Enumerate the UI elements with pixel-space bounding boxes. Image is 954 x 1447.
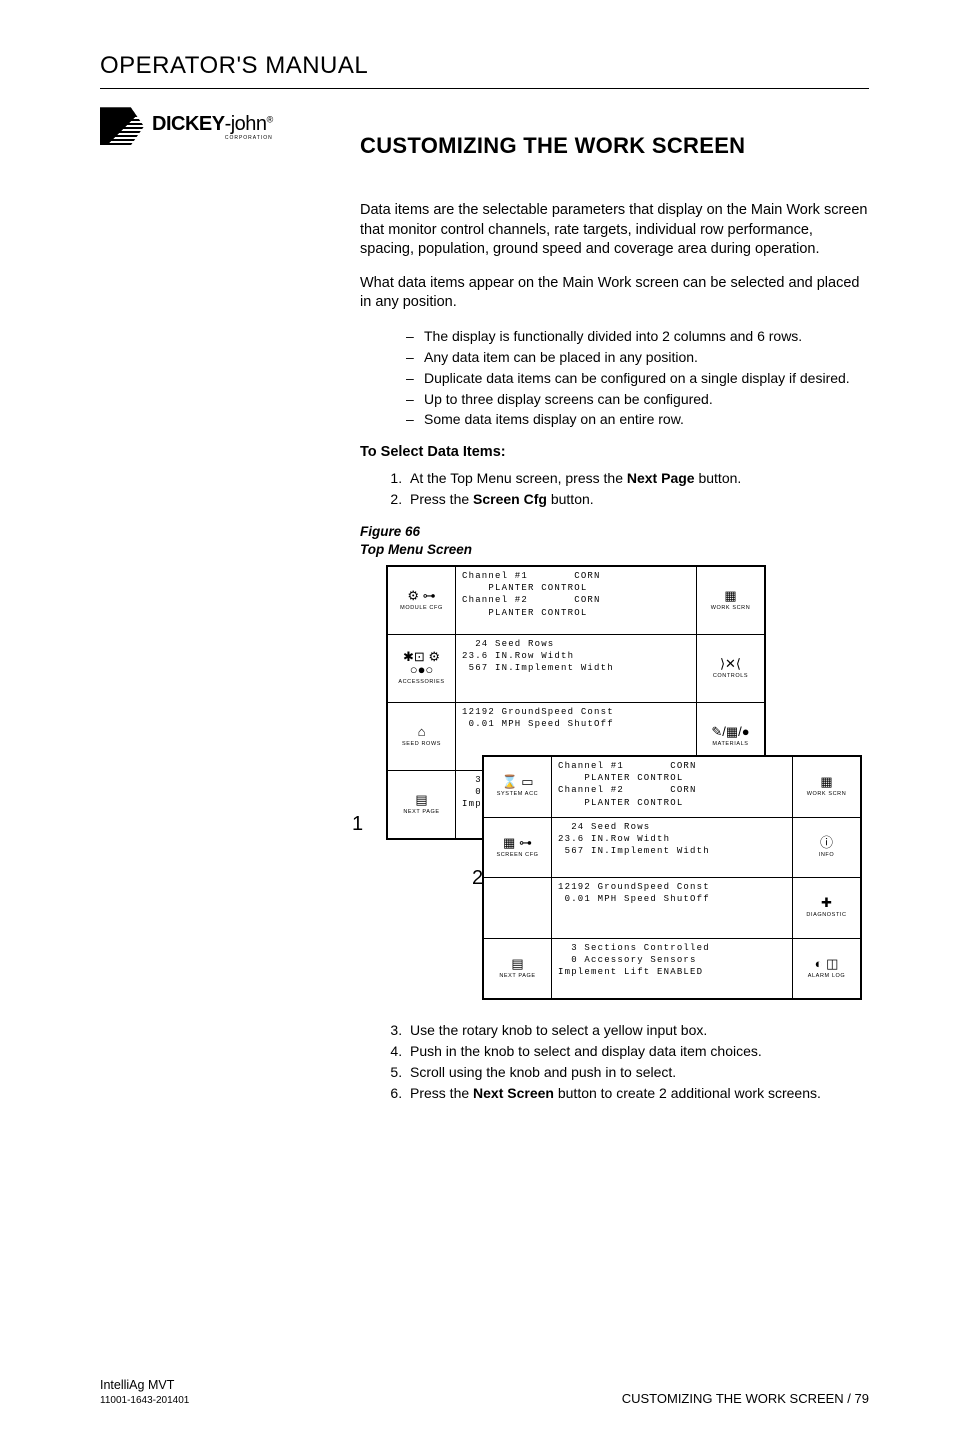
figure-number: Figure 66 xyxy=(360,523,869,541)
btn-system-acc[interactable]: ⌛ ▭SYSTEM ACC xyxy=(484,757,551,818)
btn-alarm-log[interactable]: ◐ ◫ALARM LOG xyxy=(793,939,860,999)
screen-cfg-icon: ▦ ⊶ xyxy=(503,836,532,849)
header-title: OPERATOR'S MANUAL xyxy=(100,50,869,82)
content-column: CUSTOMIZING THE WORK SCREEN Data items a… xyxy=(360,107,869,1116)
btn-next-page[interactable]: ▤NEXT PAGE xyxy=(484,939,551,999)
logo-subtext: CORPORATION xyxy=(152,135,273,142)
work-scrn-icon: ▦ xyxy=(820,775,832,788)
select-heading: To Select Data Items: xyxy=(360,443,869,463)
logo-text: DICKEY-john® xyxy=(152,113,273,135)
data-row: Channel #1 CORN PLANTER CONTROL Channel … xyxy=(456,567,696,635)
next-page-icon: ▤ xyxy=(511,957,523,970)
paragraph-2: What data items appear on the Main Work … xyxy=(360,274,869,313)
header-rule xyxy=(100,88,869,89)
btn-empty xyxy=(484,878,551,939)
bullet-list: The display is functionally divided into… xyxy=(406,327,869,429)
footer-product: IntelliAg MVT xyxy=(100,1377,189,1394)
data-row: 3 Sections Controlled 0 Accessory Sensor… xyxy=(552,939,792,999)
step-item: Push in the knob to select and display d… xyxy=(406,1042,869,1061)
next-page-icon: ▤ xyxy=(415,793,427,806)
diagnostic-icon: ✚ xyxy=(821,896,832,909)
work-scrn-icon: ▦ xyxy=(724,589,736,602)
bullet-item: The display is functionally divided into… xyxy=(406,327,869,346)
info-icon: ⓘ xyxy=(820,836,833,849)
btn-diagnostic[interactable]: ✚DIAGNOSTIC xyxy=(793,878,860,939)
accessories-icon: ✱⊡ ⚙ ○●○ xyxy=(390,650,453,676)
steps-bottom: Use the rotary knob to select a yellow i… xyxy=(406,1021,869,1103)
step-item: At the Top Menu screen, press the Next P… xyxy=(406,469,869,488)
btn-seed-rows[interactable]: ⌂SEED ROWS xyxy=(388,703,455,771)
bullet-item: Any data item can be placed in any posit… xyxy=(406,348,869,367)
footer: IntelliAg MVT 11001-1643-201401 CUSTOMIZ… xyxy=(100,1377,869,1407)
system-acc-icon: ⌛ ▭ xyxy=(501,775,533,788)
data-row: 24 Seed Rows 23.6 IN.Row Width 567 IN.Im… xyxy=(552,818,792,879)
materials-icon: ✎/▦/● xyxy=(711,725,749,738)
alarm-log-icon: ◐ ◫ xyxy=(815,957,839,970)
data-row: 12192 GroundSpeed Const 0.01 MPH Speed S… xyxy=(552,878,792,939)
bullet-item: Some data items display on an entire row… xyxy=(406,410,869,429)
callout-1: 1 xyxy=(352,811,363,838)
btn-screen-cfg[interactable]: ▦ ⊶SCREEN CFG xyxy=(484,818,551,879)
steps-top: At the Top Menu screen, press the Next P… xyxy=(406,469,869,509)
figure-title: Top Menu Screen xyxy=(360,541,869,559)
step-item: Press the Next Screen button to create 2… xyxy=(406,1084,869,1103)
btn-accessories[interactable]: ✱⊡ ⚙ ○●○ACCESSORIES xyxy=(388,635,455,703)
step-item: Press the Screen Cfg button. xyxy=(406,490,869,509)
section-title: CUSTOMIZING THE WORK SCREEN xyxy=(360,131,869,161)
controls-icon: ⟩✕⟨ xyxy=(720,657,741,670)
logo-block: DICKEY-john® CORPORATION xyxy=(100,107,360,1116)
step-item: Scroll using the knob and push in to sel… xyxy=(406,1063,869,1082)
data-row: 24 Seed Rows 23.6 IN.Row Width 567 IN.Im… xyxy=(456,635,696,703)
screen-top-menu-b: ⌛ ▭SYSTEM ACC ▦ ⊶SCREEN CFG ▤NEXT PAGE C… xyxy=(482,755,862,1000)
footer-page: CUSTOMIZING THE WORK SCREEN / 79 xyxy=(622,1390,869,1408)
btn-next-page[interactable]: ▤NEXT PAGE xyxy=(388,771,455,838)
seed-rows-icon: ⌂ xyxy=(418,725,426,738)
figure-66: 1 2 ⚙ ⊶MODULE CFG ✱⊡ ⚙ ○●○ACCESSORIES ⌂S… xyxy=(350,565,869,1015)
btn-controls[interactable]: ⟩✕⟨CONTROLS xyxy=(697,635,764,703)
logo-icon xyxy=(100,107,144,145)
btn-module-cfg[interactable]: ⚙ ⊶MODULE CFG xyxy=(388,567,455,635)
btn-work-scrn[interactable]: ▦WORK SCRN xyxy=(697,567,764,635)
gear-icon: ⚙ ⊶ xyxy=(407,589,435,602)
bullet-item: Duplicate data items can be configured o… xyxy=(406,369,869,388)
footer-docnum: 11001-1643-201401 xyxy=(100,1394,189,1408)
step-item: Use the rotary knob to select a yellow i… xyxy=(406,1021,869,1040)
bullet-item: Up to three display screens can be confi… xyxy=(406,390,869,409)
btn-work-scrn[interactable]: ▦WORK SCRN xyxy=(793,757,860,818)
paragraph-1: Data items are the selectable parameters… xyxy=(360,201,869,260)
data-row: Channel #1 CORN PLANTER CONTROL Channel … xyxy=(552,757,792,818)
btn-info[interactable]: ⓘINFO xyxy=(793,818,860,879)
